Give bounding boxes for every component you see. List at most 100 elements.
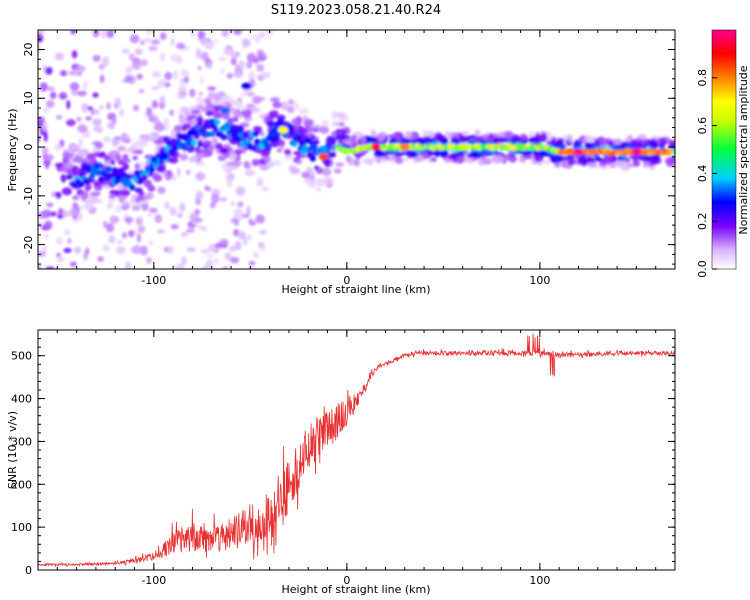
noise-cell <box>230 51 237 60</box>
spectral-cell <box>141 133 151 141</box>
noise-cell <box>151 100 159 109</box>
ridge-cell <box>305 137 312 144</box>
colorbar: 0.0 0.2 0.4 0.6 0.8 Normalized spectral ampl… <box>696 29 750 278</box>
noise-cell <box>186 169 191 176</box>
spectral-cell <box>395 151 406 157</box>
noise-cell <box>214 242 222 249</box>
noise-cell <box>139 245 148 256</box>
noise-cell <box>136 233 141 243</box>
spectral-cell <box>228 152 238 161</box>
spectral-peak <box>515 143 526 151</box>
spectral-cell <box>636 141 644 149</box>
spectral-cell <box>535 133 541 142</box>
noise-cell <box>38 134 41 143</box>
noise-cell <box>185 228 195 233</box>
noise-cell <box>255 56 265 62</box>
spectral-peak <box>241 82 252 90</box>
noise-cell <box>178 83 188 94</box>
colorbar-gradient <box>711 29 737 270</box>
spectral-cell <box>321 119 329 127</box>
spectral-cell <box>587 136 595 143</box>
noise-cell <box>176 167 181 177</box>
noise-cell <box>219 238 229 245</box>
spectral-cell <box>155 165 166 173</box>
noise-cell <box>102 244 111 252</box>
spectral-peak <box>573 148 584 156</box>
noise-cell <box>68 70 78 76</box>
spectral-cell <box>485 136 494 142</box>
noise-cell <box>148 46 158 52</box>
spectral-cell <box>474 129 481 137</box>
noise-cell <box>259 243 266 252</box>
spectral-cell <box>63 161 74 169</box>
spectral-cell <box>495 132 506 138</box>
spectral-cell <box>252 126 263 132</box>
spectral-cell <box>133 149 144 155</box>
noise-cell <box>200 248 210 254</box>
noise-cell <box>234 71 243 78</box>
noise-cell <box>67 238 72 244</box>
noise-cell <box>94 109 100 115</box>
spectral-cell <box>353 158 361 167</box>
spectral-cell <box>308 127 315 132</box>
noise-cell <box>82 81 88 91</box>
ridge-cell <box>96 162 103 169</box>
ridge-cell <box>106 165 113 172</box>
spectral-cell <box>90 191 101 197</box>
noise-cell <box>92 118 102 126</box>
top-ytick-label: 0 <box>22 144 35 151</box>
ridge-cell <box>78 181 85 188</box>
noise-cell <box>116 245 126 255</box>
spectral-cell <box>273 159 282 166</box>
noise-cell <box>159 52 166 62</box>
spectral-cell <box>319 125 330 134</box>
noise-cell <box>46 86 55 92</box>
spectral-cell <box>422 130 430 137</box>
noise-cell <box>77 71 83 76</box>
noise-cell <box>157 79 167 88</box>
spectral-cell <box>652 154 661 162</box>
noise-cell <box>222 266 229 269</box>
spectral-cell <box>131 204 141 212</box>
ridge-cell <box>274 130 281 137</box>
noise-cell <box>247 234 252 240</box>
ridge-cell <box>112 169 119 176</box>
noise-cell <box>101 56 110 67</box>
noise-cell <box>157 186 166 194</box>
spectral-cell <box>121 189 131 197</box>
spectral-cell <box>449 152 459 160</box>
ridge-cell <box>209 131 216 138</box>
spectral-cell <box>61 187 73 196</box>
snr-series-line <box>38 333 675 568</box>
spectral-cell <box>220 147 229 153</box>
ridge-cell <box>183 135 190 142</box>
bottom-ytick-label: 400 <box>11 393 32 406</box>
spectral-cell <box>533 153 540 162</box>
noise-cell <box>195 48 202 59</box>
ridge-cell <box>311 143 318 150</box>
noise-cell <box>221 30 229 38</box>
noise-cell <box>190 31 195 38</box>
top-ytick-label: 10 <box>22 91 35 105</box>
ridge-cell <box>220 133 227 140</box>
noise-cell <box>73 246 82 255</box>
noise-cell <box>44 234 49 239</box>
spectral-cell <box>553 162 561 168</box>
colorbar-tick-label: 0.8 <box>696 69 709 87</box>
spectral-cell <box>544 158 551 166</box>
noise-cell <box>151 71 162 78</box>
noise-cell <box>253 251 259 258</box>
spectral-cell <box>287 99 294 105</box>
spectral-cell <box>132 155 138 160</box>
noise-cell <box>208 243 215 253</box>
ridge-cell <box>98 176 105 183</box>
noise-cell <box>125 66 133 75</box>
noise-cell <box>70 30 77 35</box>
bottom-xtick-label: -100 <box>141 574 166 587</box>
bottom-axis-ticks: -100 0 100 0 100 200 300 400 500 <box>11 329 676 587</box>
noise-cell <box>38 33 44 43</box>
noise-cell <box>151 85 160 91</box>
spectral-cell <box>205 110 214 117</box>
spectral-cell <box>404 131 413 140</box>
